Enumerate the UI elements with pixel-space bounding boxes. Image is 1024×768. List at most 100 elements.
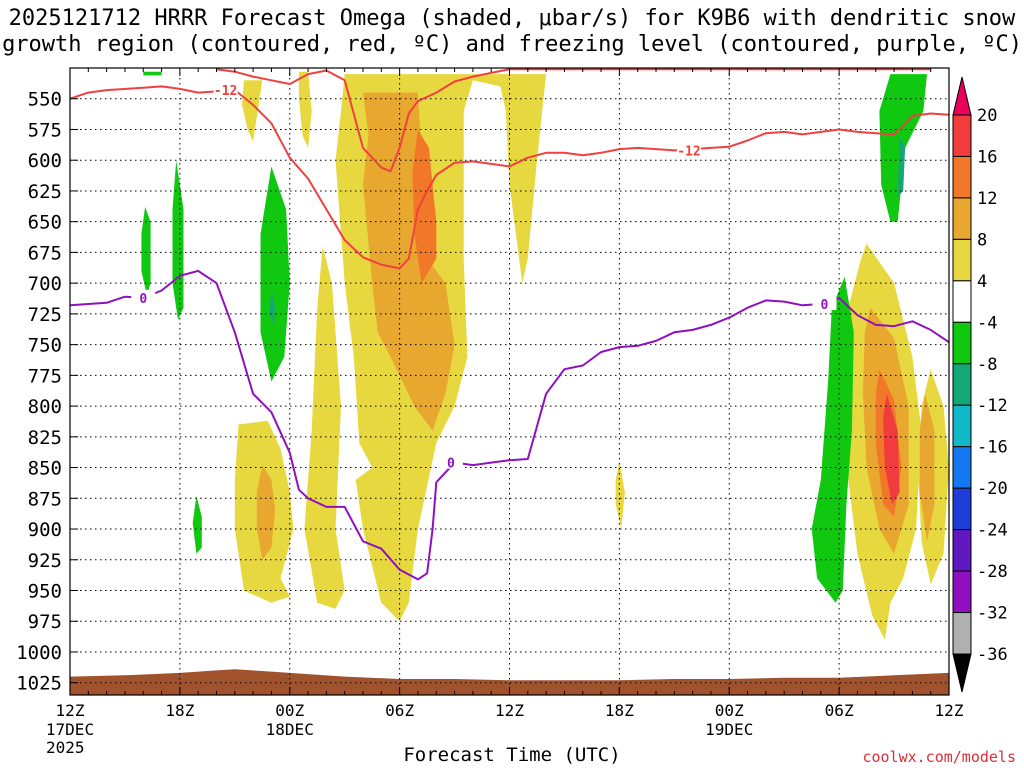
y-axis: 550 575 600 625 650 675 700 725 750 775 800 825 850 8…: [16, 89, 78, 695]
y-tick-label-950: 950: [28, 581, 62, 603]
freezing-label-2-bg: [438, 454, 463, 469]
dgz-label-2: -12: [677, 144, 700, 159]
colorbar-segment-1: [952, 155, 972, 199]
x-tick-sublabel-6: 19DEC: [705, 720, 754, 739]
colorbar-label-8: 8: [977, 230, 987, 250]
colorbar-segment-4: [952, 280, 972, 323]
omega-region-7: [615, 461, 625, 529]
omega-region-3: [304, 246, 345, 609]
x-tick-label-2: 00Z: [275, 701, 305, 720]
x-tick-label-8: 12Z: [934, 701, 964, 720]
colorbar-bottom-arrow: [952, 653, 972, 693]
colorbar-label--36: -36: [977, 645, 1008, 665]
y-tick-label-550: 550: [28, 89, 62, 111]
y-tick-label-600: 600: [28, 150, 62, 172]
colorbar-segment-6: [952, 363, 972, 406]
colorbar-label--20: -20: [977, 479, 1008, 499]
freezing-label-3: 0: [821, 298, 829, 313]
colorbar-segment-5: [952, 321, 972, 365]
colorbar-label--16: -16: [977, 438, 1008, 458]
x-axis-year-label: 2025: [46, 738, 85, 757]
y-tick-label-650: 650: [28, 212, 62, 234]
colorbar-segment-2: [952, 197, 972, 240]
omega-region-12: [412, 129, 437, 284]
x-tick-label-6: 00Z: [714, 701, 744, 720]
contour-lines: -12 -12 0 0 0: [70, 68, 949, 581]
colorbar-label--24: -24: [977, 521, 1008, 541]
x-tick-sublabel-2: 18DEC: [265, 720, 314, 739]
dgz-label-2-bg: [676, 142, 701, 157]
omega-region-17: [260, 166, 290, 382]
y-tick-label-925: 925: [28, 550, 62, 572]
colorbar-segment-0: [952, 114, 972, 157]
colorbar-segment-11: [952, 570, 972, 614]
x-tick-sublabel-0: 17DEC: [45, 720, 95, 739]
dgz-contour-upper: [70, 85, 949, 270]
colorbar-segment-3: [952, 238, 972, 282]
y-tick-label-625: 625: [28, 181, 62, 203]
x-tick-label-5: 18Z: [604, 701, 634, 720]
omega-region-9: [256, 465, 276, 560]
omega-region-23: [269, 289, 276, 327]
y-tick-label-1025: 1025: [16, 673, 62, 695]
y-tick-label-700: 700: [28, 273, 62, 295]
y-tick-label-900: 900: [28, 519, 62, 541]
credit-link[interactable]: coolwx.com/models: [862, 748, 1016, 766]
omega-shaded-regions: [141, 71, 949, 640]
omega-region-16: [172, 160, 184, 320]
colorbar-segment-12: [952, 612, 972, 655]
omega-region-14: [883, 393, 900, 505]
omega-region-0: [242, 80, 263, 142]
omega-region-20: [811, 277, 854, 603]
freezing-label-1: 0: [139, 292, 147, 307]
omega-region-11: [919, 393, 935, 542]
colorbar-label-16: 16: [977, 147, 997, 167]
y-tick-label-750: 750: [28, 335, 62, 357]
y-tick-label-825: 825: [28, 427, 62, 449]
colorbar-label--12: -12: [977, 396, 1008, 416]
colorbar-label-4: 4: [977, 272, 987, 292]
colorbar-label--4: -4: [977, 313, 997, 333]
dgz-label-1: -12: [214, 84, 237, 99]
y-tick-label-675: 675: [28, 242, 62, 264]
chart-title-line-2: growth region (contoured, red, ºC) and f…: [2, 32, 1022, 57]
y-tick-label-875: 875: [28, 488, 62, 510]
colorbar-label--28: -28: [977, 562, 1008, 582]
colorbar-label-12: 12: [977, 189, 997, 209]
colorbar-label--32: -32: [977, 604, 1008, 624]
colorbar-label--8: -8: [977, 355, 997, 375]
x-tick-label-7: 06Z: [824, 701, 854, 720]
y-tick-label-775: 775: [28, 365, 62, 387]
dgz-contour-lower: [216, 68, 931, 173]
x-tick-label-1: 18Z: [165, 701, 195, 720]
colorbar-segment-10: [952, 529, 972, 572]
x-tick-label-3: 06Z: [385, 701, 415, 720]
dgz-label-1-bg: [213, 82, 238, 97]
omega-region-15: [141, 206, 151, 296]
x-axis-title: Forecast Time (UTC): [403, 744, 621, 766]
colorbar-segment-7: [952, 404, 972, 448]
freezing-label-3-bg: [812, 296, 837, 311]
x-tick-label-0: 12Z: [55, 701, 85, 720]
y-tick-label-725: 725: [28, 304, 62, 326]
x-tick-label-4: 12Z: [495, 701, 524, 720]
colorbar-top-arrow: [952, 76, 972, 116]
y-tick-label-575: 575: [28, 119, 62, 141]
omega-colorbar: 20 16 12 8 4 -4 -8 -12 -16 -20 -24 -28 -32 -36: [952, 76, 1008, 693]
omega-region-22: [897, 135, 906, 198]
omega-region-8: [363, 92, 455, 431]
omega-region-18: [192, 495, 202, 554]
x-axis-ticks: [69, 68, 950, 695]
chart-title-line-1: 2025121712 HRRR Forecast Omega (shaded, …: [8, 6, 1016, 31]
freezing-label-1-bg: [131, 289, 156, 304]
freezing-label-2: 0: [447, 457, 455, 472]
y-tick-label-850: 850: [28, 458, 62, 480]
colorbar-segment-9: [952, 487, 972, 531]
freezing-level-contour: [70, 269, 949, 581]
colorbar-segment-8: [952, 446, 972, 489]
omega-region-1: [298, 71, 312, 148]
y-tick-label-1000: 1000: [16, 642, 62, 664]
y-tick-label-975: 975: [28, 611, 62, 633]
omega-region-19: [143, 71, 162, 76]
